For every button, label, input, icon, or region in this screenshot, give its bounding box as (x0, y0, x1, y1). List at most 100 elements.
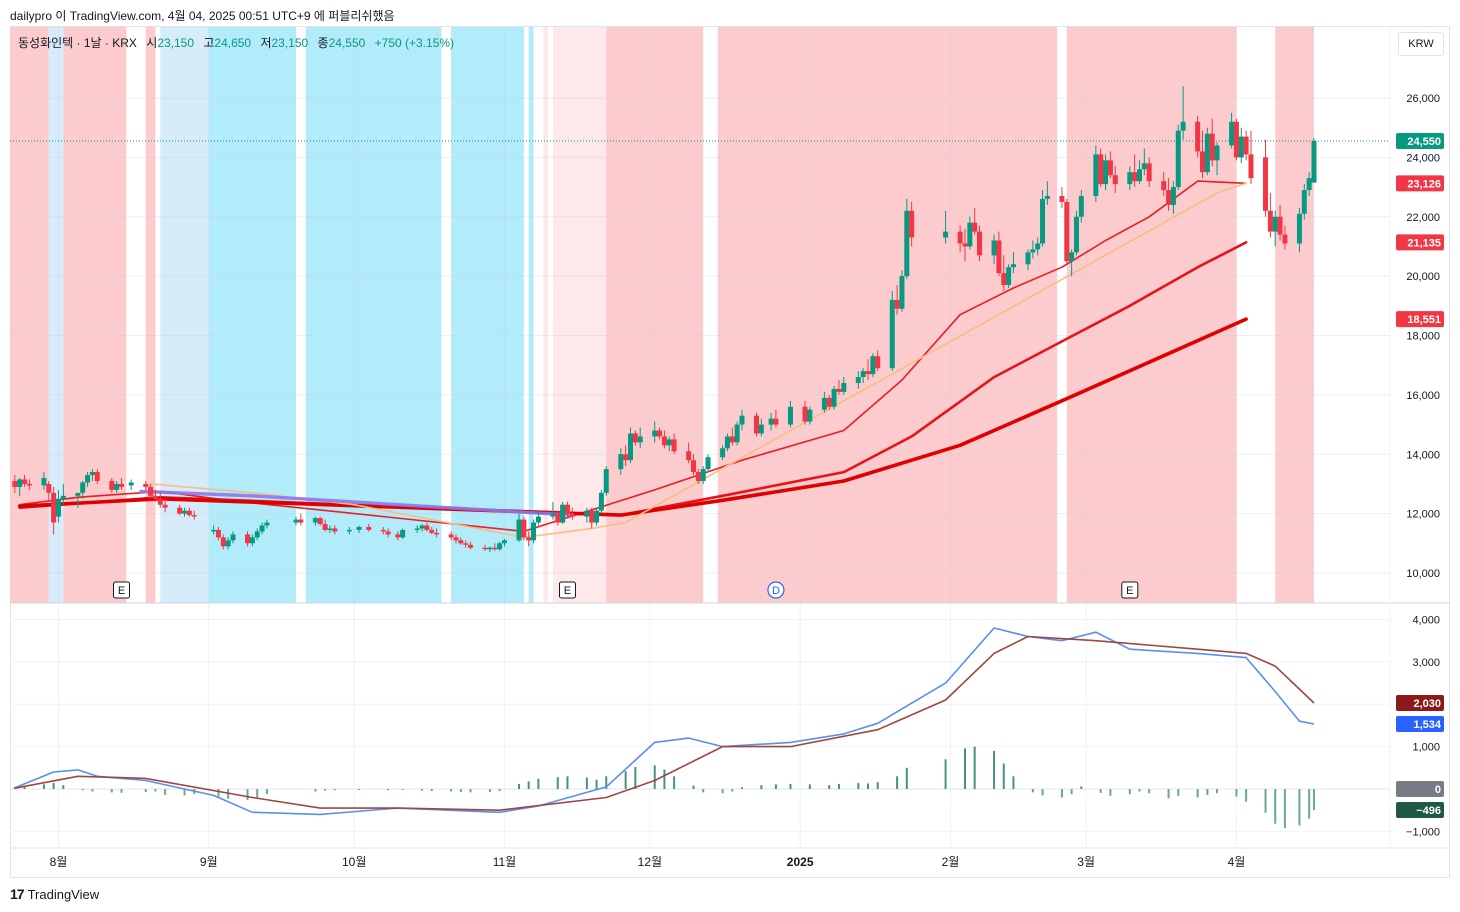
macd-histogram-bar (1177, 789, 1180, 796)
macd-histogram-bar (401, 789, 404, 790)
macd-histogram-bar (91, 789, 94, 792)
candle-body (395, 534, 401, 538)
macd-histogram-bar (1313, 789, 1315, 811)
price-tick-label: 22,000 (1406, 212, 1440, 224)
candle-body (1204, 133, 1210, 173)
candle-body (1282, 234, 1288, 244)
macd-histogram-bar (1109, 789, 1112, 796)
candle-body (75, 492, 81, 496)
macd-badge-text: −496 (1416, 805, 1441, 817)
candle-body (855, 377, 861, 383)
candle-body (55, 498, 61, 517)
candle-body (991, 240, 997, 256)
price-badge (1396, 175, 1444, 192)
candle-body (899, 276, 905, 309)
candle-body (977, 231, 983, 256)
candle-body (60, 495, 66, 499)
price-badge (1396, 133, 1444, 150)
macd-histogram-bar (164, 789, 167, 795)
macd-histogram-bar (721, 789, 724, 794)
candle-body (739, 415, 745, 425)
candle-body (603, 469, 609, 493)
candle-body (1093, 154, 1099, 196)
candle-body (1103, 160, 1109, 185)
candle-body (429, 529, 435, 533)
macd-histogram-bar (52, 783, 55, 789)
macd-badge-text: 2,030 (1413, 698, 1441, 710)
macd-histogram-bar (1148, 789, 1151, 794)
candle-body (264, 522, 270, 526)
candle-body (1209, 133, 1215, 161)
candle-body (691, 460, 697, 473)
candle-body (555, 513, 561, 523)
candle-body (1025, 252, 1031, 265)
candle-body (1214, 145, 1220, 161)
candle-body (1161, 181, 1167, 191)
macd-histogram-bar (537, 778, 540, 789)
candle-body (414, 528, 420, 530)
candle-body (458, 540, 464, 544)
candle-body (17, 479, 23, 487)
macd-histogram-bar (1041, 789, 1044, 796)
currency-button[interactable]: KRW (1398, 32, 1444, 56)
macd-histogram-bar (42, 784, 45, 789)
candle-body (1064, 201, 1070, 262)
earnings-marker-label: E (1126, 585, 1133, 597)
candle-body (85, 475, 91, 483)
macd-histogram-bar (605, 776, 608, 789)
earnings-marker (112, 581, 130, 599)
candle-body (967, 222, 973, 247)
candle-body (317, 518, 323, 525)
candle-body (705, 457, 711, 470)
time-tick-label: 11월 (493, 855, 517, 869)
candle-body (1006, 267, 1012, 286)
candle-body (424, 525, 430, 530)
macd-histogram-bar (624, 771, 627, 789)
macd-histogram-bar (692, 785, 695, 789)
candle-body (380, 529, 386, 532)
macd-histogram-bar (1128, 789, 1131, 795)
candle-body (215, 529, 221, 538)
candle-body (346, 529, 352, 532)
time-tick-label: 12월 (638, 855, 662, 869)
candle-body (89, 472, 95, 476)
macd-histogram-bar (358, 789, 361, 790)
macd-histogram-bar (387, 789, 390, 791)
candle-body (802, 406, 808, 422)
candle-body (1248, 154, 1254, 179)
background-zone (528, 27, 534, 603)
candle-body (618, 454, 624, 470)
macd-histogram-bar (421, 789, 424, 791)
price-badge-text: 24,550 (1407, 136, 1441, 148)
background-zone (48, 27, 64, 603)
footer-brand[interactable]: 17 TradingView (10, 886, 99, 902)
price-badge-text: 21,135 (1407, 237, 1441, 249)
candle-body (1132, 172, 1138, 182)
candle-body (366, 526, 372, 530)
macd-series-line (14, 635, 1315, 811)
macd-histogram-bar (963, 748, 966, 789)
candle-body (26, 483, 32, 486)
macd-histogram-bar (144, 789, 147, 792)
candle-body (865, 371, 871, 375)
candle-body (584, 510, 590, 517)
candle-body (564, 504, 570, 514)
macd-histogram-bar (1070, 789, 1073, 795)
background-zone (10, 27, 49, 603)
background-zone (63, 27, 127, 603)
high-label: 고 (203, 36, 215, 50)
candle-body (875, 356, 881, 369)
candle-body (293, 519, 299, 523)
candle-body (1301, 190, 1307, 214)
time-tick-label: 10월 (342, 855, 366, 869)
macd-badge (1396, 715, 1444, 732)
macd-histogram-bar (1080, 786, 1083, 789)
macd-histogram-bar (81, 789, 84, 791)
macd-histogram-bar (876, 782, 879, 789)
candle-body (385, 531, 391, 535)
candle-body (468, 544, 474, 548)
candle-body (773, 418, 779, 425)
candle-body (826, 397, 832, 407)
low-label: 저 (260, 36, 272, 50)
